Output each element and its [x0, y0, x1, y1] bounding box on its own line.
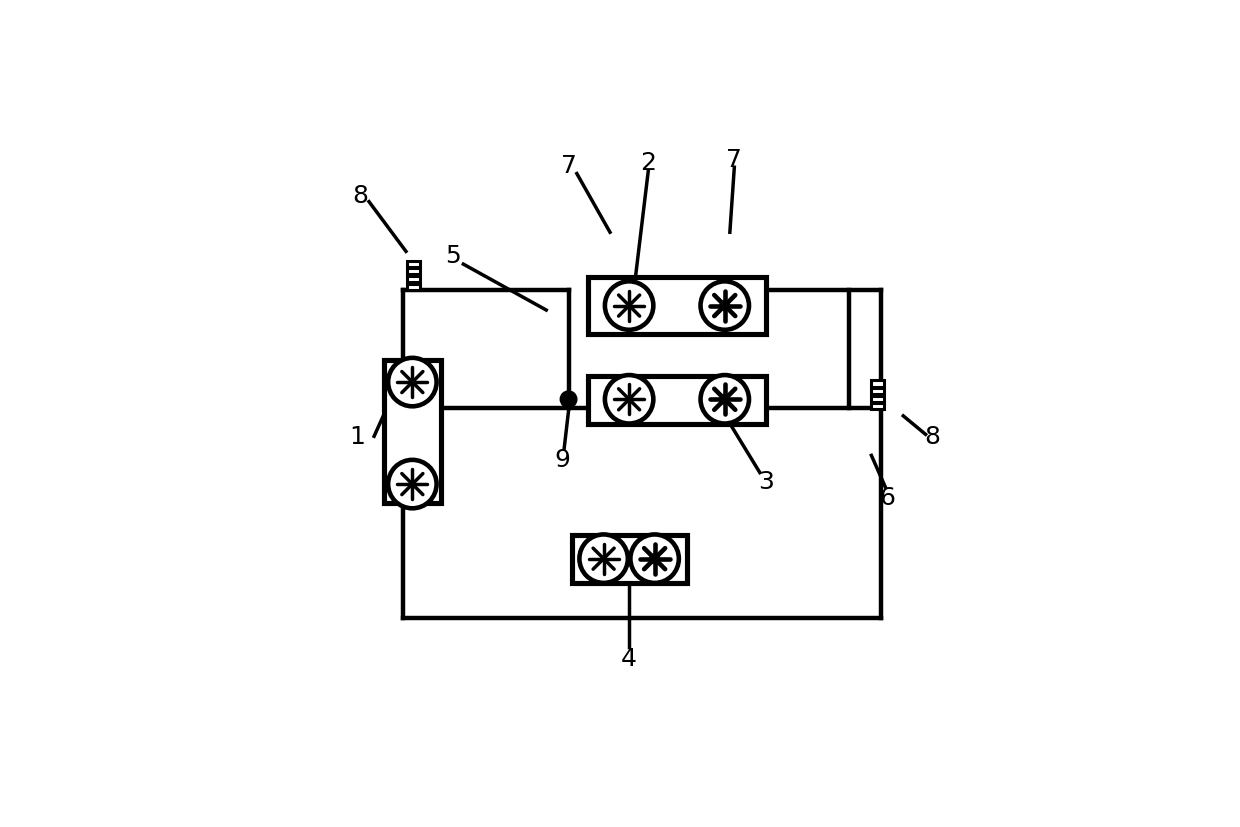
Text: 6: 6	[879, 485, 895, 509]
Bar	[407, 269, 420, 275]
Circle shape	[701, 375, 749, 424]
Circle shape	[720, 301, 729, 311]
Bar	[588, 278, 766, 335]
Bar	[383, 361, 441, 504]
Text: 4: 4	[621, 647, 637, 671]
Bar	[407, 261, 420, 267]
Circle shape	[605, 375, 653, 424]
Bar	[870, 381, 884, 387]
Bar	[407, 284, 420, 290]
Text: 7: 7	[727, 148, 743, 172]
Circle shape	[605, 282, 653, 331]
Circle shape	[630, 535, 678, 583]
Circle shape	[560, 391, 577, 408]
Circle shape	[720, 395, 729, 404]
Text: 3: 3	[759, 470, 774, 493]
Bar	[870, 396, 884, 403]
Text: 1: 1	[348, 425, 365, 449]
Bar	[588, 376, 766, 424]
Bar	[572, 535, 687, 583]
Text: 7: 7	[560, 154, 577, 178]
Bar	[870, 389, 884, 394]
Circle shape	[388, 461, 436, 509]
Bar	[407, 276, 420, 283]
Text: 8: 8	[352, 184, 368, 208]
Text: 5: 5	[445, 243, 460, 267]
Text: 2: 2	[640, 151, 656, 174]
Circle shape	[579, 535, 627, 583]
Text: 8: 8	[924, 425, 940, 449]
Text: 9: 9	[554, 447, 570, 471]
Circle shape	[650, 554, 660, 564]
Bar	[870, 404, 884, 410]
Circle shape	[388, 358, 436, 407]
Circle shape	[701, 282, 749, 331]
